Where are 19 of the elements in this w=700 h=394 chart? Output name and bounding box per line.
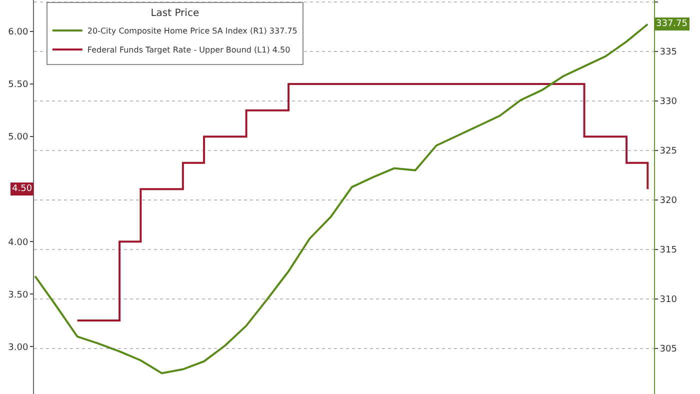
y-tick-label: 3.50 xyxy=(8,290,28,300)
legend-label: Federal Funds Target Rate - Upper Bound (L1) 4.50 xyxy=(87,46,290,55)
y2-tick-label: 335 xyxy=(660,48,677,58)
y-tick-label: 5.50 xyxy=(8,80,28,90)
legend-title: Last Price xyxy=(150,8,200,19)
y-tick-label: 5.00 xyxy=(8,132,28,143)
y-tick-label: 6.00 xyxy=(8,28,28,38)
y2-tick-label: 325 xyxy=(660,146,677,157)
y2-tick-label: 330 xyxy=(660,97,678,108)
legend-label: 20-City Composite Home Price SA Index (R1) 337.75 xyxy=(87,26,298,36)
y-tick-label: 3.00 xyxy=(8,342,28,353)
y-tick-label: 4.00 xyxy=(8,238,28,248)
y2-tick-label: 305 xyxy=(660,344,677,355)
y2-tick-label: 315 xyxy=(660,246,677,256)
y2-tick-label: 320 xyxy=(660,196,678,206)
y2-tick-label: 310 xyxy=(660,295,678,306)
text: 4.50 xyxy=(12,184,32,194)
text: 337.75 xyxy=(656,19,688,29)
line-series xyxy=(34,23,649,374)
